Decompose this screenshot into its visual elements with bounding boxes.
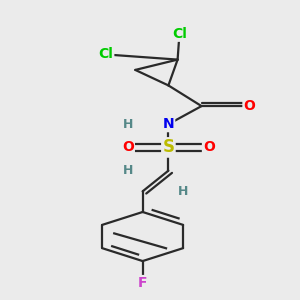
Text: N: N: [163, 117, 174, 131]
Text: F: F: [138, 276, 147, 290]
Text: O: O: [243, 99, 255, 113]
Text: H: H: [178, 185, 188, 198]
Text: S: S: [162, 138, 174, 156]
Text: O: O: [122, 140, 134, 154]
Text: O: O: [203, 140, 215, 154]
Text: Cl: Cl: [98, 47, 113, 61]
Text: H: H: [123, 118, 133, 131]
Text: H: H: [123, 164, 133, 177]
Text: Cl: Cl: [172, 27, 187, 41]
